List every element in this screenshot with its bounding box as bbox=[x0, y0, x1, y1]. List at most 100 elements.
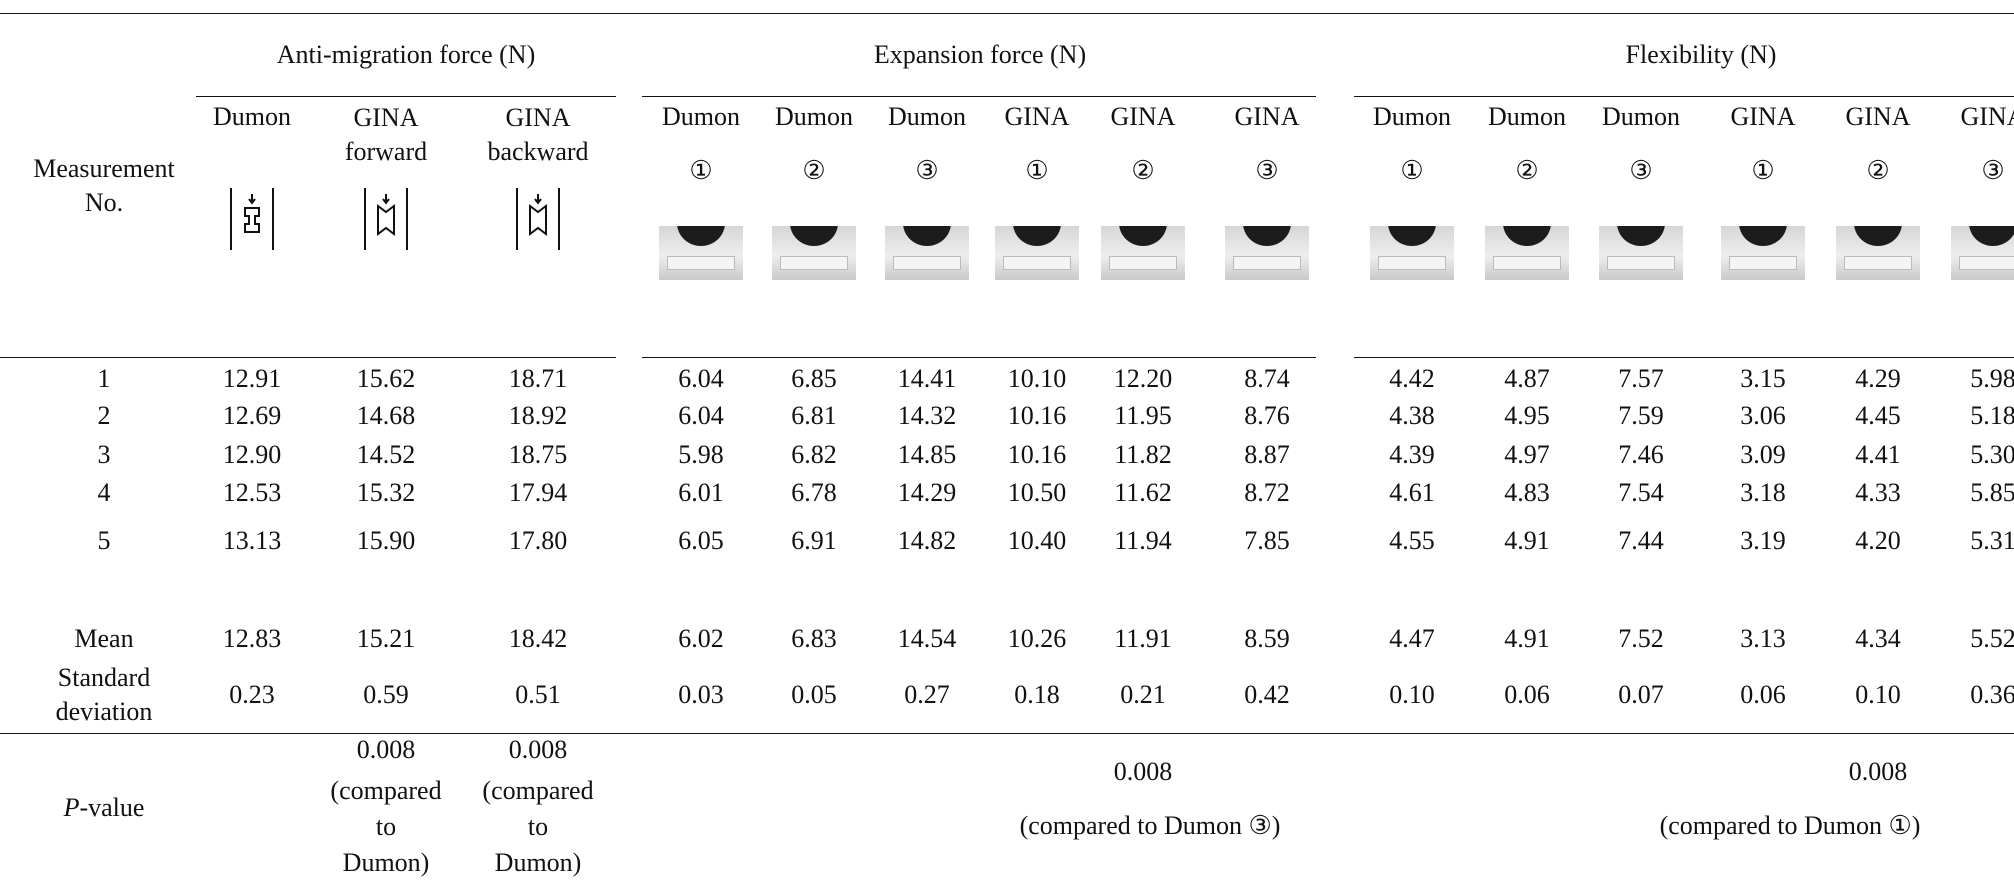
cell-value: 14.41 bbox=[898, 362, 957, 396]
column-header: GINA backward bbox=[483, 101, 593, 169]
cell-value: 6.81 bbox=[791, 399, 837, 433]
cell-value: 5.18 bbox=[1970, 399, 2014, 433]
cell-value: 0.18 bbox=[1014, 678, 1060, 712]
cell-value: 8.59 bbox=[1244, 622, 1290, 656]
cell-value: 8.74 bbox=[1244, 362, 1290, 396]
row-label: Mean bbox=[29, 622, 179, 656]
p-value-text: to bbox=[376, 810, 396, 844]
row-label: Standard deviation bbox=[29, 661, 179, 729]
cell-value: 14.82 bbox=[898, 524, 957, 558]
rule bbox=[0, 733, 2014, 734]
group-title: Flexibility (N) bbox=[1626, 38, 1777, 72]
column-header: Dumon bbox=[888, 100, 966, 134]
cell-value: 12.83 bbox=[223, 622, 282, 656]
page: (() => { const data = JSON.parse(documen… bbox=[0, 0, 2014, 876]
p-value-text: Dumon) bbox=[495, 846, 582, 880]
row-header: Measurement No. bbox=[19, 152, 189, 220]
cell-value: 4.29 bbox=[1855, 362, 1901, 396]
cell-value: 12.90 bbox=[223, 438, 282, 472]
cell-value: 4.33 bbox=[1855, 476, 1901, 510]
sample-photo bbox=[1599, 226, 1683, 280]
p-value-text: (compared bbox=[330, 774, 441, 808]
column-header: Dumon bbox=[1373, 100, 1451, 134]
cell-value: 12.69 bbox=[223, 399, 282, 433]
row-label: 3 bbox=[29, 438, 179, 472]
column-mark: ① bbox=[1025, 154, 1048, 188]
cell-value: 0.59 bbox=[363, 678, 409, 712]
cell-value: 4.55 bbox=[1389, 524, 1435, 558]
cell-value: 7.54 bbox=[1618, 476, 1664, 510]
cell-value: 10.40 bbox=[1008, 524, 1067, 558]
cell-value: 0.27 bbox=[904, 678, 950, 712]
cell-value: 0.07 bbox=[1618, 678, 1664, 712]
sample-photo bbox=[995, 226, 1079, 280]
sample-photo bbox=[1836, 226, 1920, 280]
cell-value: 10.26 bbox=[1008, 622, 1067, 656]
cell-value: 12.91 bbox=[223, 362, 282, 396]
p-value-text: 0.008 bbox=[1849, 755, 1908, 789]
p-value-text: (compared bbox=[482, 774, 593, 808]
cell-value: 18.71 bbox=[509, 362, 568, 396]
p-value-text: to bbox=[528, 810, 548, 844]
cell-value: 7.52 bbox=[1618, 622, 1664, 656]
cell-value: 14.85 bbox=[898, 438, 957, 472]
column-mark: ② bbox=[802, 154, 825, 188]
p-italic: P bbox=[64, 793, 80, 822]
column-header: Dumon bbox=[1488, 100, 1566, 134]
column-header: GINA bbox=[1961, 100, 2014, 134]
column-header: Dumon bbox=[197, 100, 307, 134]
row-label: 1 bbox=[29, 362, 179, 396]
column-header: Dumon bbox=[775, 100, 853, 134]
cell-value: 17.94 bbox=[509, 476, 568, 510]
cell-value: 18.42 bbox=[509, 622, 568, 656]
cell-value: 15.21 bbox=[357, 622, 416, 656]
cell-value: 5.98 bbox=[1970, 362, 2014, 396]
cell-value: 4.95 bbox=[1504, 399, 1550, 433]
p-value-text: (compared to Dumon ①) bbox=[1660, 809, 1921, 843]
cell-value: 4.45 bbox=[1855, 399, 1901, 433]
cell-value: 4.47 bbox=[1389, 622, 1435, 656]
p-value-text: (compared to Dumon ③) bbox=[1020, 809, 1281, 843]
stent-icon bbox=[513, 186, 563, 252]
cell-value: 4.97 bbox=[1504, 438, 1550, 472]
column-mark: ① bbox=[1400, 154, 1423, 188]
cell-value: 12.53 bbox=[223, 476, 282, 510]
cell-value: 4.87 bbox=[1504, 362, 1550, 396]
cell-value: 4.91 bbox=[1504, 524, 1550, 558]
rule bbox=[0, 13, 2014, 14]
cell-value: 11.95 bbox=[1114, 399, 1172, 433]
cell-value: 8.72 bbox=[1244, 476, 1290, 510]
cell-value: 8.76 bbox=[1244, 399, 1290, 433]
p-value-text: 0.008 bbox=[357, 733, 416, 767]
column-mark: ① bbox=[1751, 154, 1774, 188]
column-header: Dumon bbox=[1602, 100, 1680, 134]
cell-value: 3.09 bbox=[1740, 438, 1786, 472]
cell-value: 14.32 bbox=[898, 399, 957, 433]
cell-value: 7.59 bbox=[1618, 399, 1664, 433]
cell-value: 4.20 bbox=[1855, 524, 1901, 558]
cell-value: 3.19 bbox=[1740, 524, 1786, 558]
cell-value: 11.94 bbox=[1114, 524, 1172, 558]
cell-value: 5.98 bbox=[678, 438, 724, 472]
column-header: GINA bbox=[1731, 100, 1796, 134]
stent-icon bbox=[227, 186, 277, 252]
cell-value: 0.06 bbox=[1504, 678, 1550, 712]
cell-value: 10.16 bbox=[1008, 438, 1067, 472]
cell-value: 17.80 bbox=[509, 524, 568, 558]
cell-value: 4.38 bbox=[1389, 399, 1435, 433]
rule bbox=[1354, 357, 2014, 358]
rule bbox=[642, 357, 1316, 358]
cell-value: 6.04 bbox=[678, 362, 724, 396]
stent-icon bbox=[361, 186, 411, 252]
sample-photo bbox=[1225, 226, 1309, 280]
cell-value: 18.92 bbox=[509, 399, 568, 433]
column-header: GINA bbox=[1235, 100, 1300, 134]
cell-value: 8.87 bbox=[1244, 438, 1290, 472]
cell-value: 3.18 bbox=[1740, 476, 1786, 510]
cell-value: 14.52 bbox=[357, 438, 416, 472]
cell-value: 14.68 bbox=[357, 399, 416, 433]
sample-photo bbox=[1485, 226, 1569, 280]
cell-value: 0.23 bbox=[229, 678, 275, 712]
group-title: Anti-migration force (N) bbox=[277, 38, 535, 72]
cell-value: 3.13 bbox=[1740, 622, 1786, 656]
